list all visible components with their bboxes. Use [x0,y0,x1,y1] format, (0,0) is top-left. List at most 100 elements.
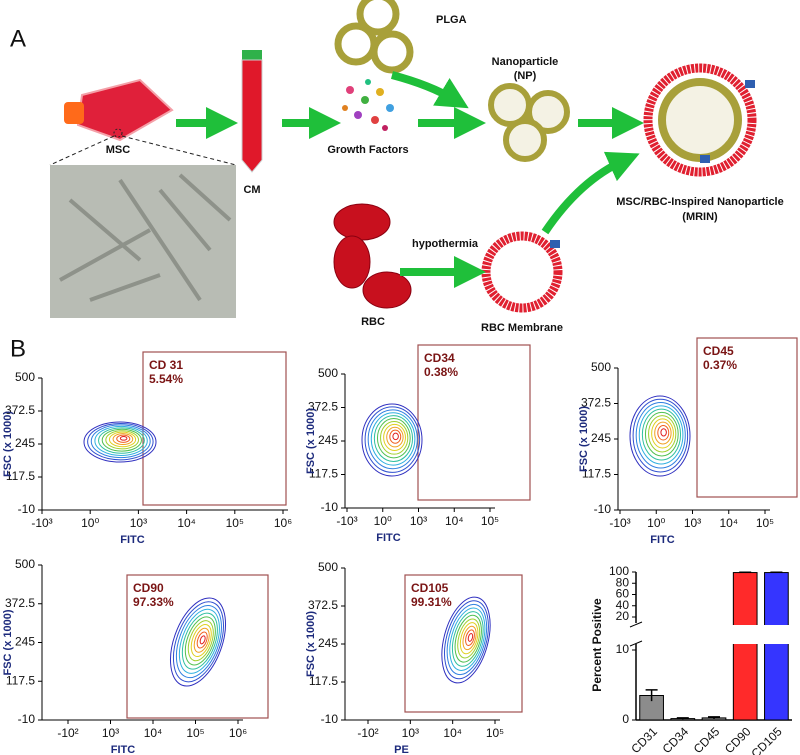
x-axis-title: FITC [120,534,144,546]
x-tick-label: 10⁰ [374,514,392,528]
contour [178,608,220,674]
gate-name: CD 31 [149,358,183,372]
contour [87,422,154,461]
growth-factors [342,79,394,131]
y-tick-label: 372.5 [581,396,611,410]
y-axis-title: Percent Positive [590,598,604,692]
contour [641,408,682,461]
x-tick-label: 10⁰ [81,516,99,530]
y-tick-label: -10 [321,712,339,726]
y-tick-label: -10 [321,500,339,514]
x-tick-label: 10⁵ [226,516,244,530]
y-tick-label: 10 [616,642,630,656]
np-label: Nanoparticle [492,56,559,68]
contour [454,614,482,663]
contour [459,622,479,655]
contour [654,421,672,445]
y-tick-label: -10 [18,502,36,516]
contour [444,600,489,680]
panel-a: A MSC CM Growth Factors PLGA Nanoparticl… [10,0,784,334]
y-tick-label: 372.5 [5,403,35,417]
contour [651,418,674,449]
y-tick-label: 40 [616,598,630,612]
gate-percent: 0.38% [424,365,458,379]
y-tick-label: 500 [15,557,35,571]
contour [94,425,148,456]
contour [380,420,409,455]
contour [632,398,689,473]
gate-name: CD45 [703,344,734,358]
break-marks [629,621,643,647]
gate-percent: 5.54% [149,372,183,386]
contour [172,601,224,683]
gate-percent: 0.37% [703,358,737,372]
y-tick-label: 500 [591,360,611,374]
bar [732,572,758,721]
contour [657,424,670,441]
error-bar [708,716,720,719]
microscopy-image [50,165,236,318]
protein [745,80,755,88]
y-tick-label: 500 [318,560,338,574]
x-tick-label: CD45 [691,724,723,755]
plga-particles [334,0,414,74]
mrin-membrane [643,63,757,177]
contour [116,434,131,443]
y-tick-label: 117.5 [582,467,611,481]
mrin-core [658,78,742,162]
contour [98,427,145,454]
x-tick-label: -10³ [609,516,630,530]
contour [376,418,411,459]
msc-label: MSC [106,144,131,156]
contour [361,403,423,477]
x-tick-label: -10² [357,726,378,740]
x-tick-label: 10⁴ [445,514,464,528]
hypothermia-label: hypothermia [412,238,479,250]
panel-label: A [10,25,26,52]
y-tick-label: -10 [594,502,612,516]
contour [386,426,404,448]
x-axis-title: FITC [111,744,135,755]
contour [370,412,416,466]
tube [241,59,263,173]
x-tick-label: -10² [57,726,78,740]
y-tick-label: 117.5 [309,467,338,481]
error-bar [676,717,689,720]
contour [190,623,212,657]
contour [467,633,474,642]
y-tick-label: 100 [609,564,629,578]
contour [112,433,134,446]
y-axis-title: FSC (x 1000) [305,611,317,677]
y-tick-label: 245 [15,436,35,450]
x-tick-label: -10³ [336,514,357,528]
x-tick-label: 10⁵ [486,726,504,740]
x-tick-label: 10³ [410,514,427,528]
flask-cap [64,102,84,124]
x-tick-label: CD105 [748,724,785,755]
gate [696,337,798,498]
np-label: (NP) [514,70,537,82]
protein [550,240,560,248]
error-bar [739,571,752,574]
contour [451,611,484,667]
arrows [176,71,644,288]
gate-percent: 99.31% [411,595,452,609]
contour [373,415,414,462]
x-tick-label: 10⁵ [186,726,204,740]
y-axis-title: FSC (x 1000) [305,408,317,474]
contour [181,612,218,670]
contour [389,429,402,444]
y-tick-label: 117.5 [6,673,35,687]
nanoparticles [488,83,570,162]
x-tick-label: CD34 [660,724,692,755]
y-tick-label: 500 [15,370,35,384]
x-tick-label: 10³ [402,726,419,740]
x-tick-label: CD31 [628,724,660,755]
contour [449,607,486,671]
y-tick-label: 372.5 [308,598,338,612]
bar [764,572,789,721]
x-tick-label: 10³ [130,516,147,530]
x-tick-label: 10⁶ [274,516,292,530]
x-tick-label: 10⁴ [719,516,738,530]
contour [660,428,667,437]
